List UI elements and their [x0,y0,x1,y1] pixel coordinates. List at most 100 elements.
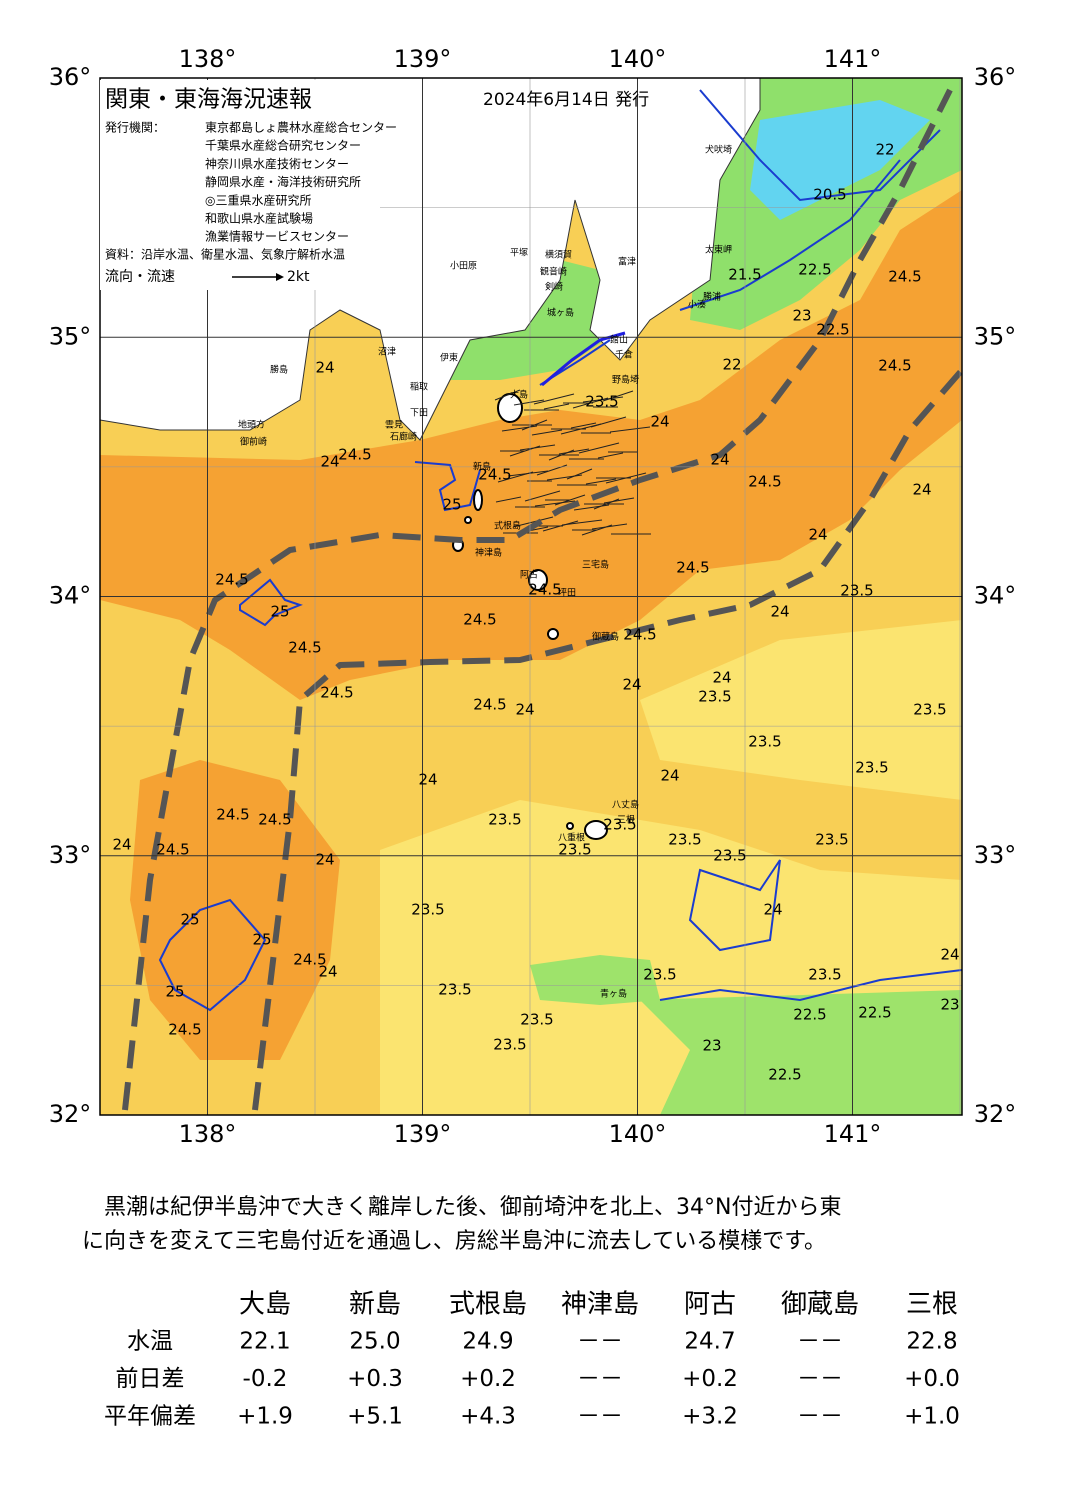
current-arrow [602,390,634,402]
lat-label: 34° [49,582,92,610]
place-name: 下田 [410,408,428,419]
contour-label: 24.5 [293,951,326,969]
contour-label: 25 [180,911,199,929]
contour-label: 23.5 [558,841,591,859]
table-cell: 24.9 [462,1329,513,1355]
place-name: 太東岬 [705,244,732,256]
agency: ◎三重県水産研究所 [205,192,311,207]
place-name: 沼津 [378,347,396,358]
contour-label: 23.5 [493,1036,526,1054]
current-arrow [531,429,563,436]
island [528,569,548,591]
kuroshio-axis [122,88,962,1111]
table-cell: 22.1 [239,1329,290,1355]
title: 関東・東海海況速報 [105,87,312,113]
current-arrow [542,520,579,532]
legend-unit: 2kt [287,269,310,285]
contour-label: 23.5 [913,701,946,719]
contour-label: 20.5 [813,186,846,204]
contour-label: 24 [112,836,131,854]
contour-label: 22.5 [798,261,831,279]
contour-label: 24 [912,481,931,499]
contour-label: 23.5 [438,981,471,999]
lat-label: 32° [974,1100,1017,1128]
table-cell: 22.8 [906,1329,957,1355]
contour-label: 24 [660,767,679,785]
agency: 漁業情報サービスセンター [205,230,349,244]
lon-label: 138° [179,1120,237,1148]
contour-label: 24 [320,453,339,471]
place-name: 御蔵島 [592,631,619,643]
contour-label: 23.5 [585,393,618,411]
kuroshio-south-edge [252,368,962,1111]
lon-label: 139° [394,1120,452,1148]
island [566,822,574,830]
contour-label: 22 [875,141,894,159]
contour-label: 24 [650,413,669,431]
place-name: 館山 [610,334,628,346]
contour-label: 22.5 [816,321,849,339]
contour-label: 23.5 [488,811,521,829]
contour-label: 24 [712,669,731,687]
contour-label: 24.5 [623,626,656,644]
island [547,628,559,640]
table-cell: －－ [797,1366,843,1392]
isotherm [414,461,481,512]
place-name: 勝浦 [703,291,721,303]
place-name: 観音崎 [540,266,567,278]
isotherm [158,898,267,1012]
place-name: 剣崎 [545,281,563,293]
lat-label: 35° [974,322,1017,350]
contour-label: 24.5 [528,581,561,599]
island [584,820,608,840]
current-arrow [578,442,620,454]
contour-label: 23.5 [840,582,873,600]
row-label: 水温 [127,1329,173,1355]
lat-label: 36° [974,63,1017,91]
contour-label: 24 [315,359,334,377]
contour-label: 24.5 [216,806,249,824]
contour-label: 22.5 [793,1006,826,1024]
contour-label: 24.5 [168,1021,201,1039]
current-arrow [534,500,576,507]
current-arrow [566,468,593,480]
contour-label: 23.5 [668,831,701,849]
place-name: 神津島 [475,547,502,559]
table-header: 式根島 [449,1290,527,1320]
agencies-label: 発行機関： [105,120,165,135]
contour-label: 24.5 [338,446,371,464]
table-cell: +0.2 [682,1366,738,1392]
current-arrow [521,419,548,431]
lat-label: 36° [49,63,92,91]
contour-label: 24 [318,963,337,981]
current-arrow [585,478,617,485]
table-cell: －－ [797,1329,843,1355]
contour-label: 23 [792,307,811,325]
lon-label: 140° [609,1120,667,1148]
place-name: 八重根 [558,832,585,844]
contour-label: 24 [808,526,827,544]
current-arrow [561,519,603,526]
warm-band [100,190,962,700]
sea-pale [640,620,962,800]
contour-label: 22 [722,356,741,374]
isotherm [659,969,962,1002]
lon-label: 139° [394,45,452,73]
contour-label: 23 [940,996,959,1014]
lat-label: 33° [974,841,1017,869]
table-cell: +0.3 [347,1366,403,1392]
isotherm [679,159,901,311]
current-arrow [512,516,554,528]
isotherm [699,89,941,202]
table-cell: +0.2 [460,1366,516,1392]
place-name: 新島 [473,461,491,473]
current-arrow [558,448,590,455]
agency: 神奈川県水産技術センター [205,156,349,171]
lon-label: 140° [609,45,667,73]
agency: 和歌山県水産試験場 [205,211,313,226]
isotherm [688,859,781,952]
place-name: 平塚 [510,248,528,259]
place-name: 勝島 [270,364,288,376]
lat-label: 35° [49,322,92,350]
